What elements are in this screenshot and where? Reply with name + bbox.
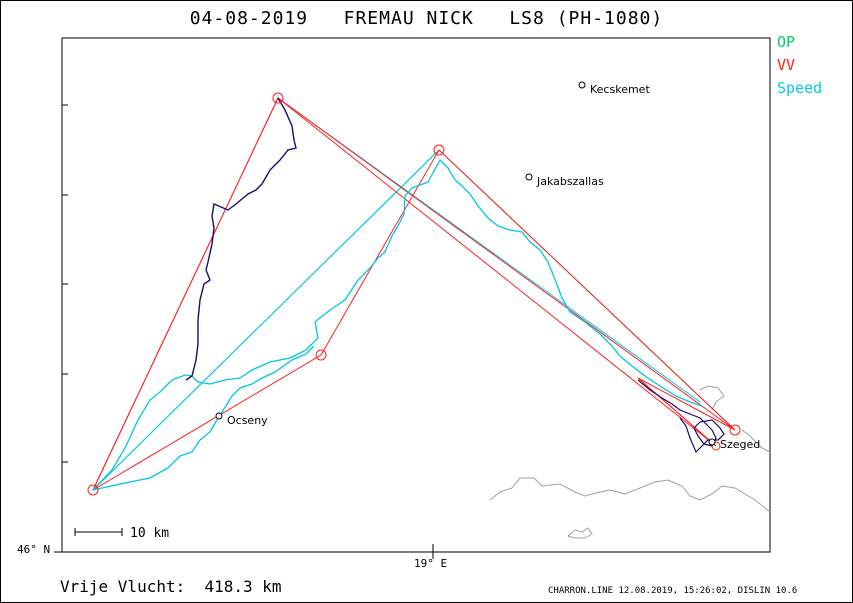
marker-jakabszallas <box>525 173 533 181</box>
track-speed <box>92 158 703 491</box>
gps-track <box>185 97 297 381</box>
scale-bar <box>74 528 123 536</box>
map-title: 04-08-2019 FREMAU NICK LS8 (PH-1080) <box>189 8 664 29</box>
border-east <box>741 429 771 453</box>
task-vv-a <box>92 97 717 491</box>
track-speed-lower <box>92 345 315 491</box>
axis-ticks <box>54 104 434 559</box>
label-jakabszallas: Jakabszallas <box>537 175 604 188</box>
label-szeged: Szeged <box>720 438 761 451</box>
place-markers <box>215 81 716 446</box>
turnpoints <box>87 92 741 496</box>
scale-label: 10 km <box>130 526 170 541</box>
turnpoint-3 <box>315 349 327 361</box>
marker-kecskemet <box>578 81 586 89</box>
lon-label: 19° E <box>414 557 448 570</box>
legend-vv: VV <box>777 56 796 74</box>
marker-szeged <box>708 438 716 446</box>
border-lake <box>567 527 593 539</box>
turnpoint-2 <box>433 144 445 156</box>
gps-track-szeged <box>637 379 725 454</box>
plot-frame <box>61 37 771 553</box>
country-border <box>489 477 771 513</box>
lat-label: 46° N <box>17 543 51 556</box>
turnpoint-1 <box>272 92 284 104</box>
label-ocseny: Ocseny <box>227 414 268 427</box>
border-north <box>699 385 725 411</box>
task-vv <box>92 97 736 491</box>
credit-label: CHARRON.LINE 12.08.2019, 15:26:02, DISLI… <box>548 586 798 596</box>
distance-label: Vrije Vlucht: 418.3 km <box>60 577 282 596</box>
turnpoint-4 <box>729 424 741 436</box>
turnpoint-start <box>87 484 99 496</box>
label-kecskemet: Kecskemet <box>590 83 650 96</box>
turnpoint-5 <box>711 441 721 451</box>
legend-speed: Speed <box>777 79 823 97</box>
task-vv-b <box>92 149 736 491</box>
speed-leg-1 <box>92 149 440 491</box>
legend-op: OP <box>777 33 796 51</box>
marker-ocseny <box>215 412 223 420</box>
